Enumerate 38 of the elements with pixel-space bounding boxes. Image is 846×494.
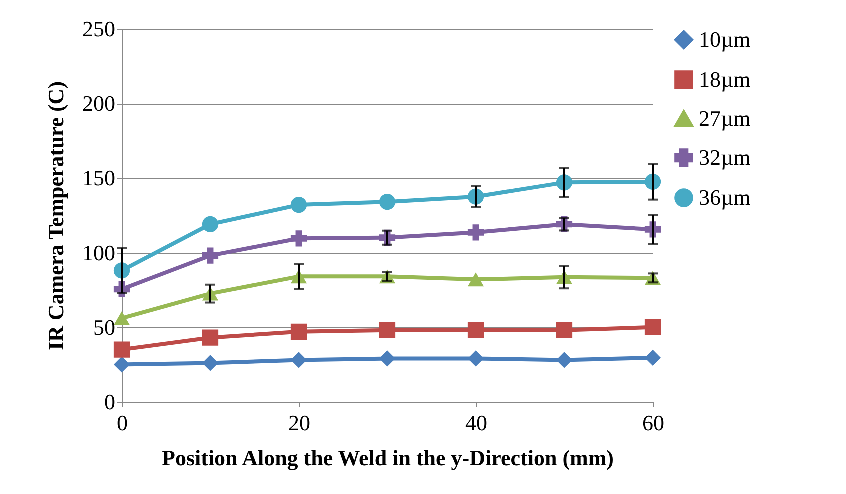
y-tick-label: 50	[94, 314, 116, 340]
y-axis-title: IR Camera Temperature (C)	[44, 81, 68, 351]
point	[202, 248, 219, 264]
point	[379, 194, 396, 210]
point	[290, 230, 308, 247]
point	[468, 350, 484, 367]
y-tick-label: 100	[82, 240, 116, 266]
point	[202, 355, 219, 372]
point	[114, 356, 130, 373]
point	[114, 342, 130, 358]
point	[290, 324, 308, 340]
point	[379, 322, 396, 338]
point	[644, 319, 662, 336]
x-tick-label: 20	[288, 410, 310, 436]
y-tick-label: 0	[104, 390, 116, 414]
y-tick-label: 250	[82, 16, 116, 42]
point	[290, 352, 308, 368]
y-tick-label: 200	[82, 91, 116, 116]
point	[644, 350, 662, 366]
point	[556, 322, 573, 338]
point	[556, 352, 573, 368]
legend-label: 10µm	[699, 27, 751, 52]
y-tick-label: 150	[82, 166, 116, 191]
point	[468, 224, 484, 241]
legend-label: 32µm	[699, 145, 751, 170]
point	[468, 322, 484, 338]
point	[290, 197, 308, 214]
x-tick-label: 60	[642, 410, 664, 436]
point	[114, 311, 130, 326]
legend-label: 18µm	[699, 67, 751, 92]
point	[468, 272, 484, 287]
x-tick-label: 40	[466, 410, 488, 436]
x-axis-title: Position Along the Weld in the y-Direction (mm)	[162, 446, 614, 470]
legend-label: 36µm	[699, 185, 751, 210]
legend-label: 27µm	[699, 106, 751, 131]
point	[202, 216, 219, 232]
point	[202, 330, 219, 346]
point	[379, 350, 396, 367]
